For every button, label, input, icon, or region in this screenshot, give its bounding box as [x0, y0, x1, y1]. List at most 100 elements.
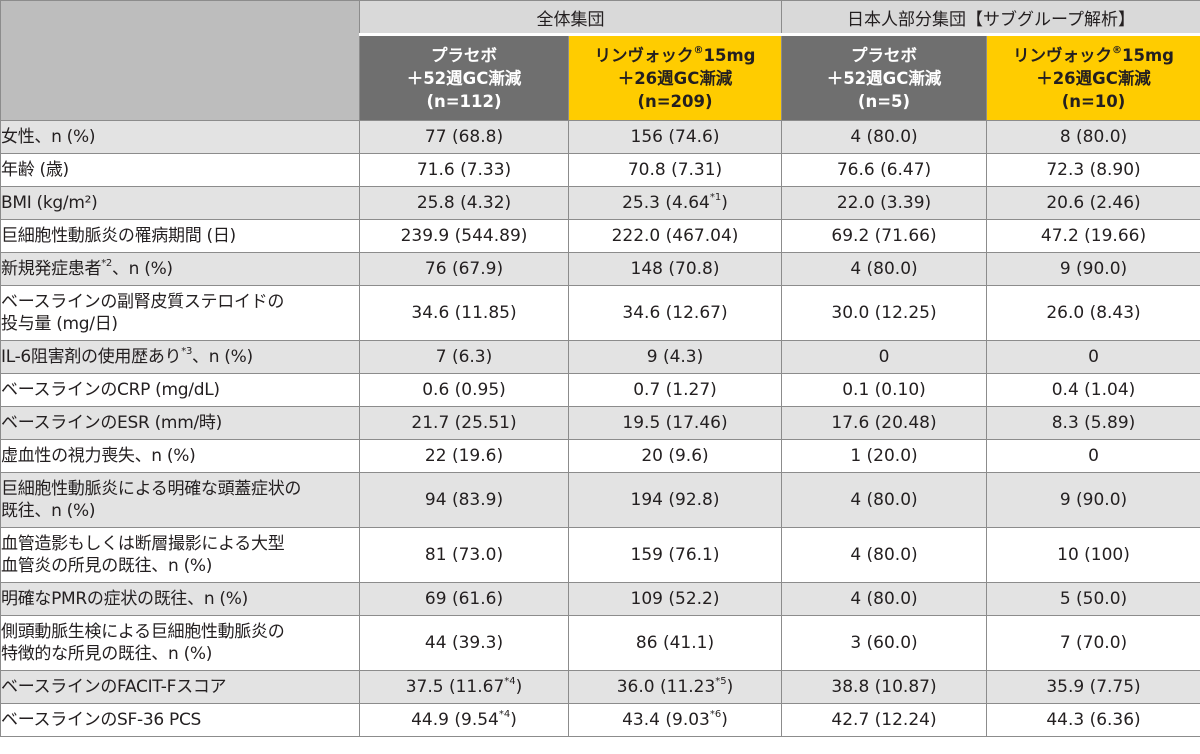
value-cell: 81 (73.0)	[359, 527, 569, 583]
row-label: ベースラインの副腎皮質ステロイドの 投与量 (mg/日)	[0, 285, 360, 341]
value-cell: 70.8 (7.31)	[568, 153, 782, 187]
row-label: 巨細胞性動脈炎による明確な頭蓋症状の 既往、n (%)	[0, 472, 360, 528]
value-cell: 4 (80.0)	[781, 582, 987, 616]
value-cell: 0.6 (0.95)	[359, 373, 569, 407]
value-cell: 0	[985, 439, 1200, 473]
baseline-characteristics-table: 全体集団 日本人部分集団【サブグループ解析】 プラセボ ＋52週GC漸減 (n=11…	[0, 0, 1200, 737]
row-label-line: ベースラインの副腎皮質ステロイドの	[1, 292, 285, 312]
value-cell: 72.3 (8.90)	[985, 153, 1200, 187]
arm-regimen: ＋26週GC漸減	[1036, 68, 1151, 88]
value-cell: 1 (20.0)	[781, 439, 987, 473]
value-cell: 5 (50.0)	[985, 582, 1200, 616]
arm-n: (n=5)	[857, 91, 911, 111]
value-cell: 34.6 (11.85)	[359, 285, 569, 341]
value-cell: 4 (80.0)	[781, 527, 987, 583]
value-cell: 76 (67.9)	[359, 252, 569, 286]
group-header-japanese: 日本人部分集団【サブグループ解析】	[780, 0, 1200, 35]
row-label-line: 投与量 (mg/日)	[1, 314, 118, 334]
row-label-line: 血管炎の所見の既往、n (%)	[1, 556, 213, 576]
value-cell: 19.5 (17.46)	[568, 406, 782, 440]
row-label-line: 新規発症患者*2、n (%)	[1, 258, 173, 279]
row-label-line: 虚血性の視力喪失、n (%)	[1, 446, 196, 466]
value-cell: 25.3 (4.64*1)	[568, 186, 782, 220]
value-cell: 71.6 (7.33)	[359, 153, 569, 187]
row-label: 新規発症患者*2、n (%)	[0, 252, 360, 286]
arm-regimen: ＋52週GC漸減	[826, 68, 942, 88]
table-row: 巨細胞性動脈炎による明確な頭蓋症状の 既往、n (%) 94 (83.9) 194 (…	[0, 472, 1200, 528]
arm-n: (n=10)	[1061, 91, 1126, 111]
value-cell: 222.0 (467.04)	[568, 219, 782, 253]
value-cell: 156 (74.6)	[568, 120, 782, 154]
table-row: 巨細胞性動脈炎の罹病期間 (日) 239.9 (544.89) 222.0 (467…	[0, 219, 1200, 253]
row-label-line: 血管造影もしくは断層撮影による大型	[1, 534, 285, 554]
row-label: IL-6阻害剤の使用歴あり*3、n (%)	[0, 340, 360, 374]
value-cell: 21.7 (25.51)	[359, 406, 569, 440]
row-label: BMI (kg/m²)	[0, 186, 360, 220]
value-cell: 37.5 (11.67*4)	[359, 670, 569, 704]
table-row: 血管造影もしくは断層撮影による大型 血管炎の所見の既往、n (%) 81 (73.0…	[0, 527, 1200, 583]
value-cell: 22.0 (3.39)	[781, 186, 987, 220]
arm-regimen: ＋26週GC漸減	[617, 68, 733, 88]
table-row: 側頭動脈生検による巨細胞性動脈炎の 特徴的な所見の既往、n (%) 44 (39.3…	[0, 615, 1200, 671]
table-row: 新規発症患者*2、n (%) 76 (67.9) 148 (70.8) 4 (80.0…	[0, 252, 1200, 286]
row-label-line: ベースラインのSF-36 PCS	[1, 710, 202, 730]
value-cell: 9 (4.3)	[568, 340, 782, 374]
row-label: 虚血性の視力喪失、n (%)	[0, 439, 360, 473]
value-cell: 4 (80.0)	[781, 252, 987, 286]
row-label: 巨細胞性動脈炎の罹病期間 (日)	[0, 219, 360, 253]
value-cell: 148 (70.8)	[568, 252, 782, 286]
value-cell: 44.9 (9.54*4)	[359, 703, 569, 737]
arm-header-4: リンヴォック®15mg ＋26週GC漸減 (n=10)	[985, 33, 1200, 121]
value-cell: 86 (41.1)	[568, 615, 782, 671]
value-cell: 239.9 (544.89)	[359, 219, 569, 253]
value-cell: 159 (76.1)	[568, 527, 782, 583]
value-cell: 25.8 (4.32)	[359, 186, 569, 220]
row-label-line: 明確なPMRの症状の既往、n (%)	[1, 589, 248, 609]
row-label: ベースラインのFACIT-Fスコア	[0, 670, 360, 704]
value-cell: 0.1 (0.10)	[781, 373, 987, 407]
table-row: ベースラインの副腎皮質ステロイドの 投与量 (mg/日) 34.6 (11.85) 3…	[0, 285, 1200, 341]
value-cell: 7 (70.0)	[985, 615, 1200, 671]
value-cell: 0.7 (1.27)	[568, 373, 782, 407]
table-row: 虚血性の視力喪失、n (%) 22 (19.6) 20 (9.6) 1 (20.0) 0	[0, 439, 1200, 473]
value-cell: 0	[985, 340, 1200, 374]
value-cell: 8.3 (5.89)	[985, 406, 1200, 440]
row-label: ベースラインのCRP (mg/dL)	[0, 373, 360, 407]
arm-name: リンヴォック®15mg	[594, 45, 756, 65]
row-label-line: ベースラインのFACIT-Fスコア	[1, 677, 227, 697]
value-cell: 35.9 (7.75)	[985, 670, 1200, 704]
value-cell: 17.6 (20.48)	[781, 406, 987, 440]
row-label: 女性、n (%)	[0, 120, 360, 154]
value-cell: 10 (100)	[985, 527, 1200, 583]
arm-name: プラセボ	[431, 45, 497, 65]
row-label: 明確なPMRの症状の既往、n (%)	[0, 582, 360, 616]
value-cell: 4 (80.0)	[781, 120, 987, 154]
value-cell: 7 (6.3)	[359, 340, 569, 374]
value-cell: 20.6 (2.46)	[985, 186, 1200, 220]
value-cell: 44.3 (6.36)	[985, 703, 1200, 737]
value-cell: 8 (80.0)	[985, 120, 1200, 154]
value-cell: 20 (9.6)	[568, 439, 782, 473]
group-header-all: 全体集団	[359, 0, 782, 35]
value-cell: 9 (90.0)	[985, 252, 1200, 286]
arm-regimen: ＋52週GC漸減	[406, 68, 522, 88]
value-cell: 77 (68.8)	[359, 120, 569, 154]
table-row: 明確なPMRの症状の既往、n (%) 69 (61.6) 109 (52.2) 4 (…	[0, 582, 1200, 616]
value-cell: 36.0 (11.23*5)	[568, 670, 782, 704]
arm-header-row: プラセボ ＋52週GC漸減 (n=112) リンヴォック®15mg ＋26週GC漸減 (n…	[1, 33, 1200, 121]
value-cell: 69 (61.6)	[359, 582, 569, 616]
arm-name: リンヴォック®15mg	[1013, 45, 1174, 65]
table-row: ベースラインのFACIT-Fスコア 37.5 (11.67*4) 36.0 (11.…	[0, 670, 1200, 704]
arm-header-2: リンヴォック®15mg ＋26週GC漸減 (n=209)	[568, 33, 782, 121]
row-label: 血管造影もしくは断層撮影による大型 血管炎の所見の既往、n (%)	[0, 527, 360, 583]
table-row: BMI (kg/m²) 25.8 (4.32) 25.3 (4.64*1) 22.0 …	[0, 186, 1200, 220]
table-row: ベースラインのESR (mm/時) 21.7 (25.51) 19.5 (17.46…	[0, 406, 1200, 440]
row-label-line: ベースラインのCRP (mg/dL)	[1, 380, 220, 400]
row-label: ベースラインのESR (mm/時)	[0, 406, 360, 440]
row-label-line: IL-6阻害剤の使用歴あり*3、n (%)	[1, 346, 253, 367]
row-label-line: 女性、n (%)	[1, 127, 96, 147]
table-row: ベースラインのCRP (mg/dL) 0.6 (0.95) 0.7 (1.27) 0.…	[0, 373, 1200, 407]
arm-name: プラセボ	[851, 45, 917, 65]
header-corner-cell	[0, 0, 360, 121]
value-cell: 4 (80.0)	[781, 472, 987, 528]
